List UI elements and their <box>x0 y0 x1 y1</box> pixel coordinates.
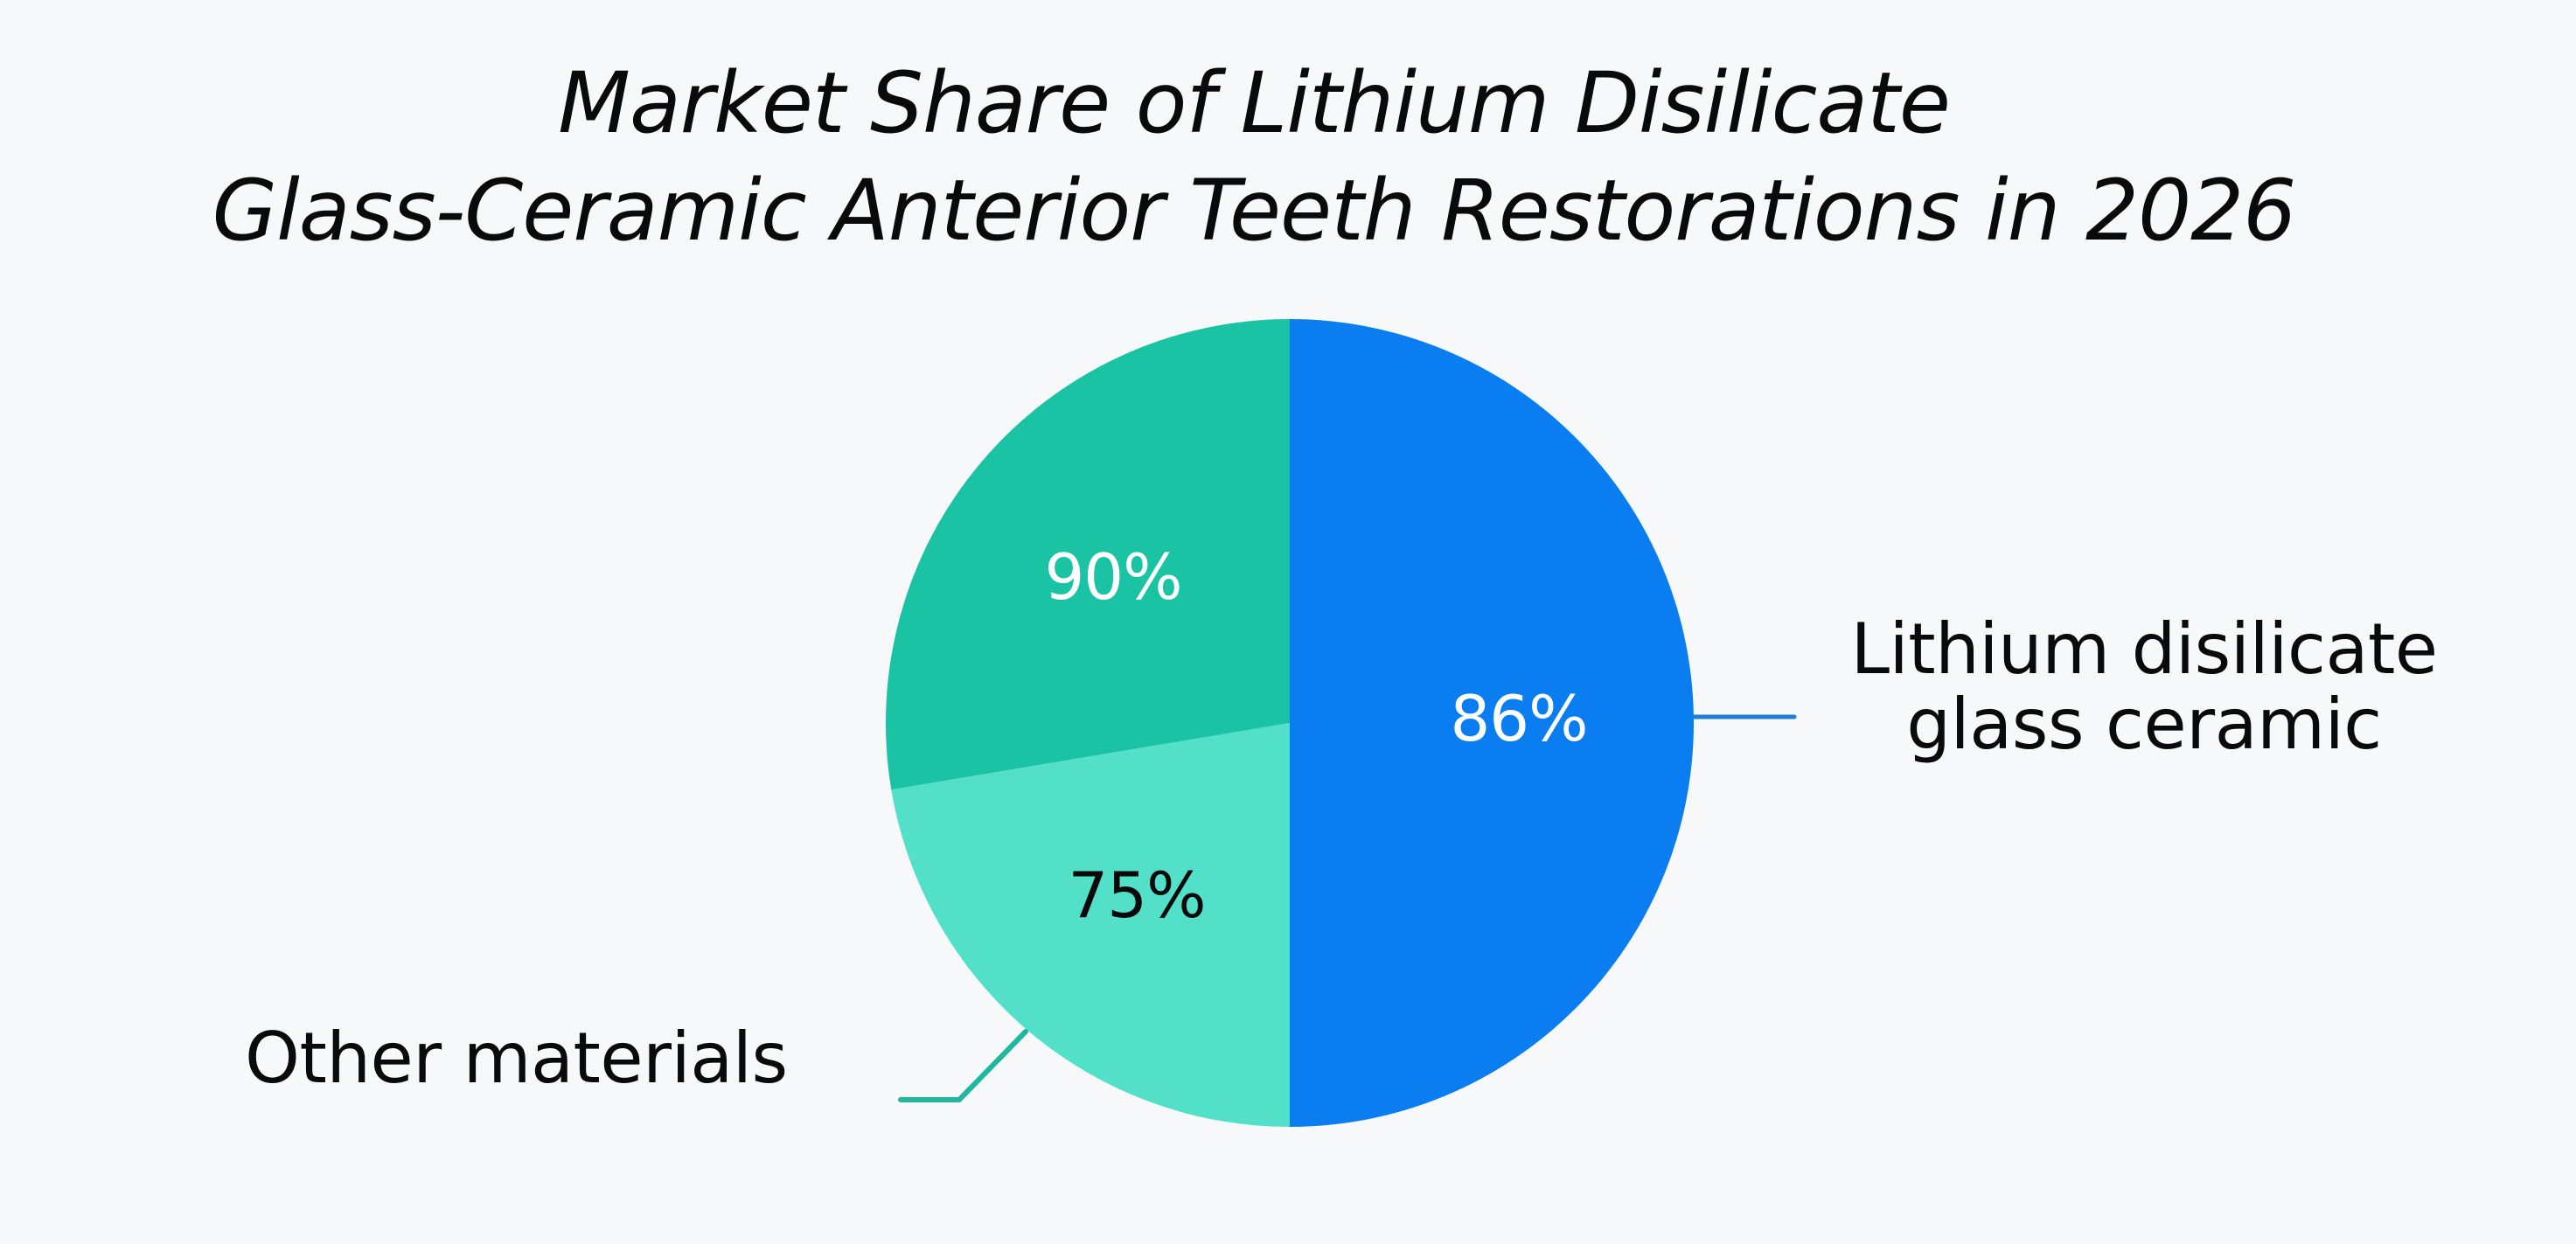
chart-title-line-2: Glass-Ceramic Anterior Teeth Restoration… <box>212 162 2297 260</box>
slice-label-86: 86% <box>1450 682 1588 755</box>
slice-label-90: 90% <box>1044 540 1182 614</box>
leader-line-other <box>898 1029 1028 1102</box>
category-label-other-materials: Other materials <box>245 1018 788 1099</box>
category-label-lithium-disilicate: Lithium disilicate glass ceramic <box>1794 608 2494 766</box>
pie-slice-dark-teal <box>885 318 1290 790</box>
slice-label-75: 75% <box>1068 858 1206 932</box>
pie-slice-lithium-disilicate <box>1290 319 1694 1127</box>
chart-title-line-1: Market Share of Lithium Disilicate <box>558 54 1951 152</box>
category-label-lithium-line-2: glass ceramic <box>1906 684 2382 766</box>
category-label-lithium-line-1: Lithium disilicate <box>1850 608 2438 690</box>
pie-slice-other-materials <box>891 723 1290 1128</box>
